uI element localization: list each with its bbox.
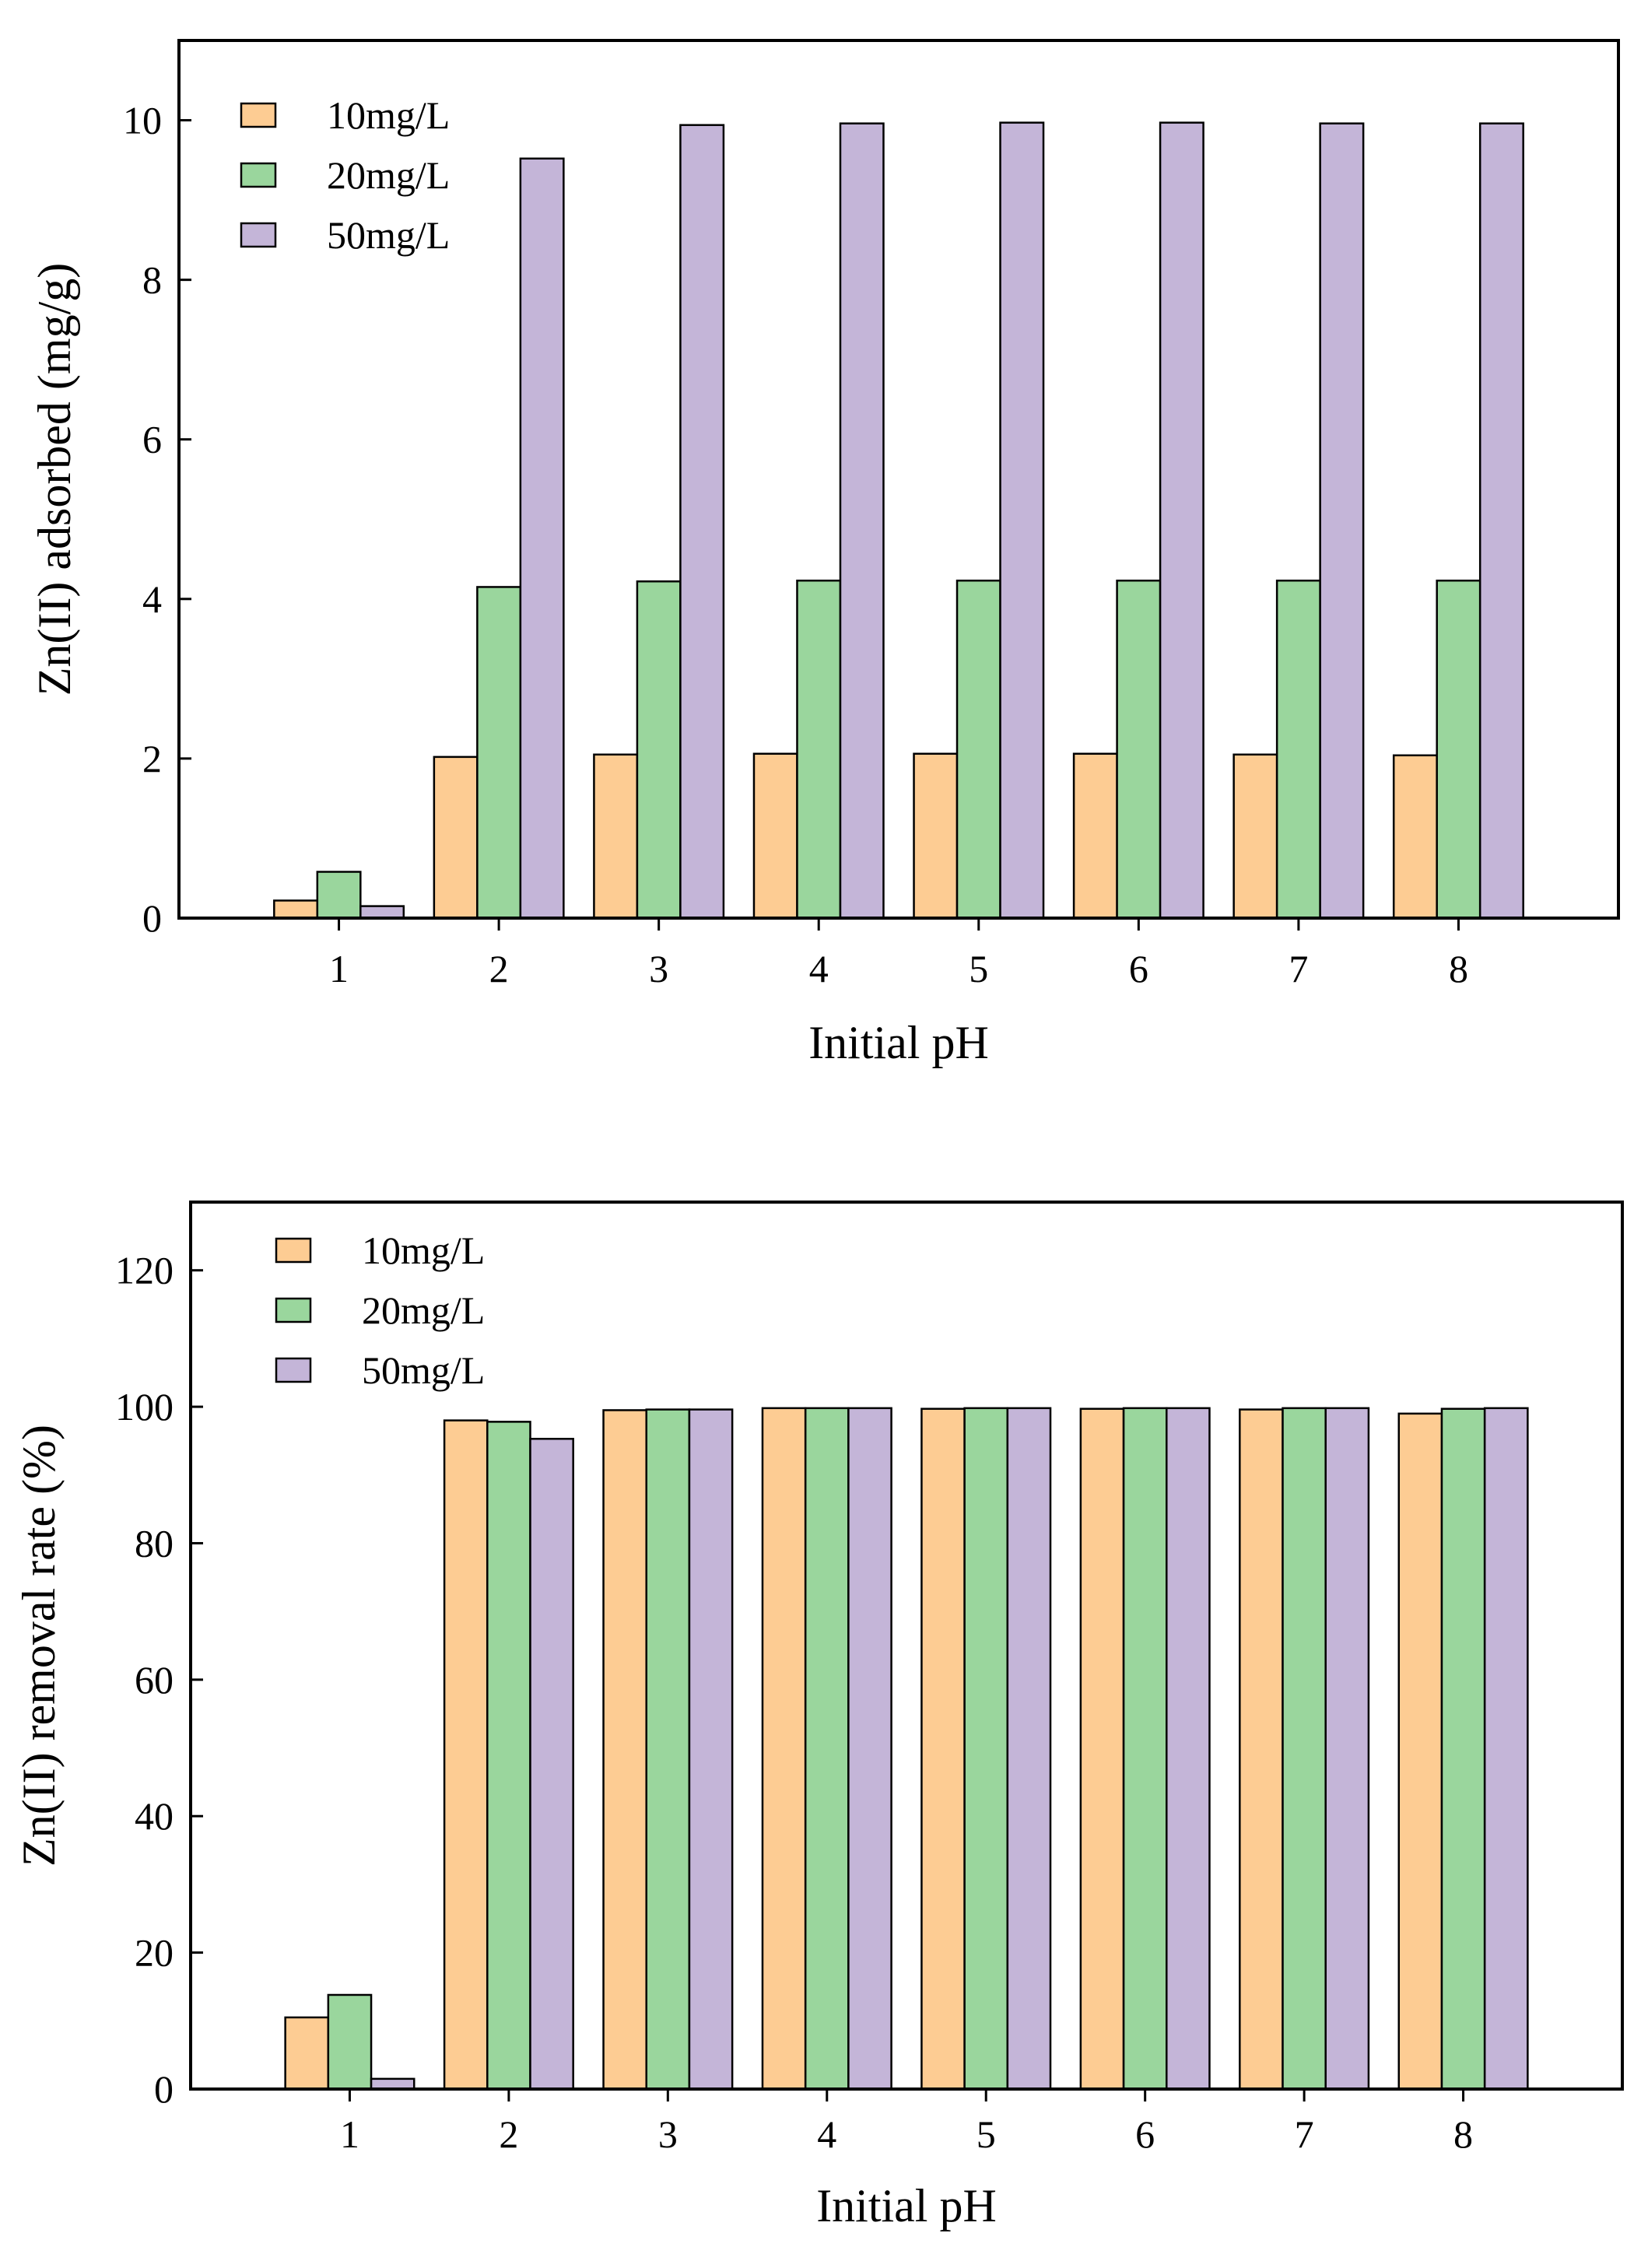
bar-50mg-L-ph-4 (847, 1407, 892, 2091)
bar-50mg-L-ph-4 (839, 122, 885, 920)
y-tick-label: 10 (123, 99, 162, 142)
x-tick-label: 6 (1135, 2112, 1155, 2156)
bar-10mg-L-ph-4 (752, 752, 798, 920)
bar-50mg-L-ph-6 (1166, 1407, 1211, 2091)
x-tick-label: 6 (1129, 947, 1148, 990)
bar-50mg-L-ph-2 (529, 1438, 574, 2091)
bar-10mg-L-ph-8 (1392, 754, 1438, 920)
bar-50mg-L-ph-7 (1319, 122, 1365, 920)
bar-20mg-L-ph-7 (1282, 1407, 1327, 2091)
bar-20mg-L-ph-1 (327, 1993, 373, 2091)
bar-10mg-L-ph-2 (433, 755, 479, 920)
bar-10mg-L-ph-1 (273, 899, 319, 920)
bar-50mg-L-ph-3 (679, 124, 725, 920)
bar-10mg-L-ph-8 (1397, 1412, 1443, 2091)
x-axis-title: Initial pH (808, 1017, 989, 1068)
x-tick-label: 8 (1449, 947, 1468, 990)
y-axis-title: Zn(II) adsorbed (mg/g) (29, 263, 80, 696)
bar-20mg-L-ph-4 (804, 1407, 850, 2091)
legend: 10mg/L 20mg/L 50mg/L (275, 1229, 485, 1392)
bar-10mg-L-ph-6 (1079, 1407, 1125, 2091)
x-tick-label: 2 (499, 2112, 518, 2156)
legend-label: 10mg/L (362, 1229, 485, 1272)
bar-10mg-L-ph-3 (593, 753, 639, 920)
x-tick-label: 4 (817, 2112, 836, 2156)
legend: 10mg/L 20mg/L 50mg/L (240, 93, 450, 257)
y-tick-label: 2 (142, 737, 162, 780)
bar-50mg-L-ph-5 (1006, 1407, 1052, 2091)
bar-10mg-L-ph-4 (761, 1407, 807, 2091)
bar-50mg-L-ph-1 (359, 905, 405, 920)
bar-20mg-L-ph-2 (476, 586, 522, 920)
bar-10mg-L-ph-7 (1239, 1408, 1284, 2091)
x-tick-label: 3 (658, 2112, 678, 2156)
bar-50mg-L-ph-6 (1159, 121, 1204, 920)
x-tick-label: 3 (649, 947, 668, 990)
bar-20mg-L-ph-6 (1122, 1407, 1168, 2091)
x-tick-label: 2 (489, 947, 509, 990)
bar-10mg-L-ph-1 (284, 2016, 330, 2091)
x-axis-title: Initial pH (816, 2180, 997, 2231)
bar-50mg-L-ph-7 (1324, 1407, 1370, 2091)
bar-20mg-L-ph-4 (796, 579, 842, 920)
bar-20mg-L-ph-7 (1275, 579, 1321, 920)
legend-swatch (275, 1357, 312, 1383)
y-tick-label: 6 (142, 418, 162, 461)
x-tick-label: 7 (1295, 2112, 1314, 2156)
bar-20mg-L-ph-3 (636, 580, 682, 920)
bar-50mg-L-ph-8 (1478, 122, 1524, 920)
bar-20mg-L-ph-8 (1440, 1407, 1486, 2091)
bar-10mg-L-ph-3 (602, 1409, 647, 2091)
bar-20mg-L-ph-5 (963, 1407, 1009, 2091)
y-tick-label: 4 (142, 577, 162, 621)
legend-swatch (240, 222, 277, 248)
x-tick-label: 8 (1453, 2112, 1473, 2156)
bar-10mg-L-ph-5 (920, 1407, 966, 2091)
y-tick-label: 120 (115, 1249, 174, 1292)
removal-rate-chart: 0 20 40 60 80 100 120 1 2 3 4 5 6 7 8 Initial pH Zn(II) … (13, 1201, 1624, 2231)
bar-20mg-L-ph-6 (1116, 579, 1162, 920)
bar-50mg-L-ph-3 (688, 1408, 734, 2091)
x-tick-label: 4 (809, 947, 829, 990)
legend-label: 10mg/L (327, 93, 450, 137)
legend-label: 20mg/L (327, 153, 450, 197)
y-tick-label: 60 (135, 1658, 174, 1702)
y-tick-label: 0 (154, 2067, 174, 2111)
y-tick-label: 0 (142, 896, 162, 940)
y-tick-label: 20 (135, 1931, 174, 1975)
bar-10mg-L-ph-6 (1072, 752, 1118, 920)
x-tick-label: 5 (969, 947, 988, 990)
bar-50mg-L-ph-8 (1483, 1407, 1529, 2091)
bar-50mg-L-ph-5 (999, 121, 1045, 920)
legend-label: 50mg/L (327, 213, 450, 257)
bar-20mg-L-ph-2 (486, 1421, 531, 2091)
bar-20mg-L-ph-1 (316, 871, 362, 920)
y-tick-label: 40 (135, 1794, 174, 1838)
legend-swatch (240, 102, 277, 128)
bar-10mg-L-ph-7 (1232, 753, 1278, 920)
bar-10mg-L-ph-5 (913, 752, 959, 920)
legend-label: 20mg/L (362, 1288, 485, 1332)
x-tick-label: 1 (329, 947, 349, 990)
y-tick-label: 80 (135, 1521, 174, 1565)
legend-label: 50mg/L (362, 1348, 485, 1392)
bar-50mg-L-ph-2 (519, 157, 565, 920)
bar-20mg-L-ph-3 (645, 1408, 691, 2091)
y-tick-label: 100 (115, 1385, 174, 1428)
x-tick-label: 1 (340, 2112, 359, 2156)
legend-swatch (275, 1237, 312, 1264)
bar-10mg-L-ph-2 (443, 1419, 489, 2091)
bar-20mg-L-ph-5 (955, 579, 1001, 920)
x-tick-label: 5 (977, 2112, 996, 2156)
legend-swatch (240, 162, 277, 188)
y-axis-title: Zn(II) removal rate (%) (13, 1425, 65, 1867)
x-tick-label: 7 (1289, 947, 1308, 990)
legend-swatch (275, 1297, 312, 1323)
bar-20mg-L-ph-8 (1436, 579, 1481, 920)
y-tick-label: 8 (142, 258, 162, 302)
